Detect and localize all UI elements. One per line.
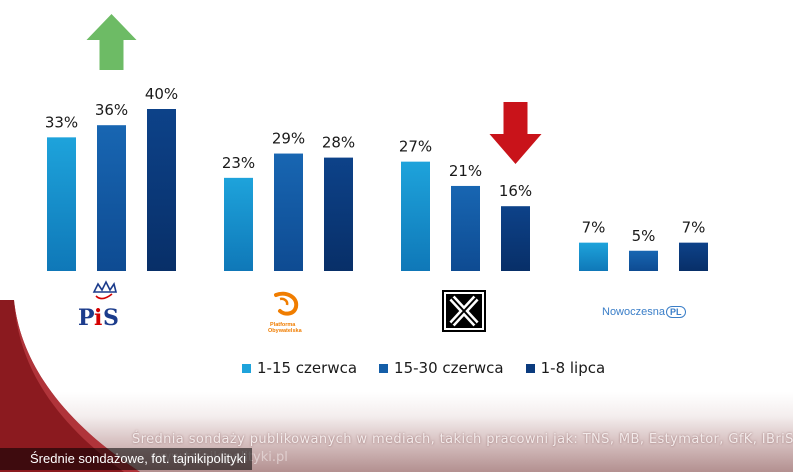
po-logo: Platforma Obywatelska [268, 291, 303, 334]
data-label: 23% [222, 154, 255, 172]
bar [629, 250, 658, 271]
bar [97, 125, 126, 271]
data-label: 5% [632, 227, 656, 245]
data-label: 36% [95, 101, 128, 119]
bar [501, 206, 530, 271]
data-label: 33% [45, 113, 78, 131]
po-logo-line2: Obywatelska [268, 328, 303, 334]
data-label: 29% [272, 130, 305, 148]
bar [324, 157, 353, 271]
chart-legend: 1-15 czerwca 15-30 czerwca 1-8 lipca [242, 359, 627, 377]
bar [147, 109, 176, 271]
bar [679, 242, 708, 271]
data-label: 28% [322, 134, 355, 152]
pis-logo: P i S [78, 280, 119, 331]
svg-text:S: S [103, 305, 119, 331]
legend-label: 1-8 lipca [540, 359, 606, 377]
svg-text:P: P [78, 305, 95, 331]
x-box-icon [442, 290, 486, 332]
legend-item: 15-30 czerwca [379, 359, 504, 377]
data-label: 40% [145, 85, 178, 103]
bar-chart: 33% 36% 40% 23% 29% 28% 27% 21% 16% 7% 5% 7% [45, 14, 708, 271]
po-logo-line1: Platforma [270, 322, 296, 328]
legend-swatch [379, 363, 389, 373]
source-note: Średnia sondaży publikowanych w mediach,… [132, 432, 793, 447]
nowoczesna-logo-badge: PL [665, 306, 686, 318]
legend-label: 15-30 czerwca [394, 359, 504, 377]
decorative-swoosh [0, 300, 140, 472]
data-label: 7% [682, 219, 706, 237]
up-arrow-icon [86, 14, 137, 70]
bar [451, 185, 480, 271]
legend-label: 1-15 czerwca [257, 359, 358, 377]
bar [401, 161, 430, 271]
image-caption: Średnie sondażowe, fot. tajnikipolityki [0, 448, 253, 470]
nowoczesna-logo: Nowoczesna PL [602, 306, 686, 318]
legend-item: 1-15 czerwca [242, 359, 357, 377]
bar [579, 242, 608, 271]
legend-swatch [525, 363, 535, 373]
legend-swatch [242, 363, 251, 373]
legend-item: 1-8 lipca [525, 359, 606, 377]
data-label: 7% [582, 219, 606, 237]
bar [47, 137, 76, 271]
data-label: 16% [499, 182, 532, 200]
bar [224, 177, 253, 271]
down-arrow-icon [489, 102, 542, 164]
data-label: 27% [399, 138, 432, 156]
svg-text:i: i [94, 305, 102, 331]
nowoczesna-logo-text: Nowoczesna [602, 306, 665, 318]
bar [274, 153, 303, 271]
data-label: 21% [449, 162, 482, 180]
